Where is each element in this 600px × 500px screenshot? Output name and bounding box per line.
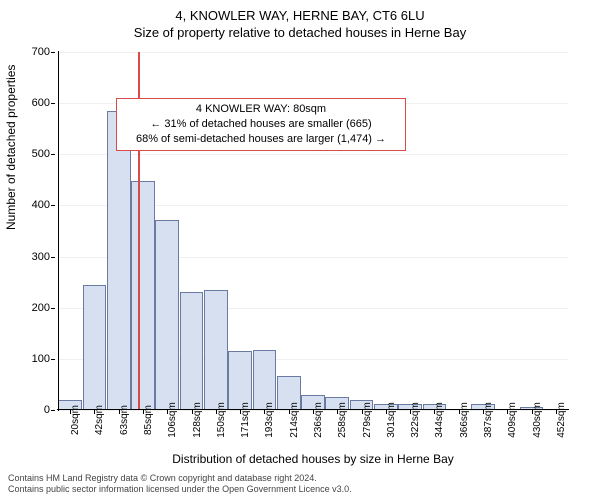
y-tick-label: 100: [32, 353, 50, 365]
x-tick-label: 258sqm: [337, 402, 348, 438]
y-tick-label: 300: [32, 251, 50, 263]
y-tick-mark: [51, 205, 55, 206]
histogram-bar: [131, 181, 155, 410]
histogram-bar: [204, 290, 228, 410]
y-tick-label: 500: [32, 148, 50, 160]
x-axis-label: Distribution of detached houses by size …: [58, 452, 568, 466]
title-subtitle: Size of property relative to detached ho…: [0, 23, 600, 40]
x-tick-label: 322sqm: [410, 402, 421, 438]
footer-line1: Contains HM Land Registry data © Crown c…: [8, 473, 352, 485]
gridline: [58, 154, 568, 155]
footer-credits: Contains HM Land Registry data © Crown c…: [8, 473, 352, 496]
x-tick-label: 63sqm: [119, 405, 130, 435]
y-axis: 0100200300400500600700: [0, 52, 58, 410]
y-tick-label: 0: [44, 404, 50, 416]
annotation-line2: ← 31% of detached houses are smaller (66…: [125, 117, 397, 132]
x-tick-label: 430sqm: [532, 402, 543, 438]
y-tick-label: 200: [32, 302, 50, 314]
x-tick-label: 409sqm: [507, 402, 518, 438]
x-tick-label: 150sqm: [216, 402, 227, 438]
x-tick-label: 279sqm: [362, 402, 373, 438]
y-tick-mark: [51, 257, 55, 258]
y-tick-mark: [51, 52, 55, 53]
y-tick-mark: [51, 359, 55, 360]
x-tick-label: 128sqm: [192, 402, 203, 438]
x-tick-label: 20sqm: [70, 405, 81, 435]
x-tick-label: 193sqm: [264, 402, 275, 438]
histogram-bar: [228, 351, 252, 410]
x-tick-label: 387sqm: [483, 402, 494, 438]
annotation-box: 4 KNOWLER WAY: 80sqm ← 31% of detached h…: [116, 98, 406, 151]
histogram-bar: [155, 220, 179, 410]
y-tick-mark: [51, 103, 55, 104]
y-tick-label: 400: [32, 199, 50, 211]
histogram-bar: [107, 111, 131, 410]
x-tick-label: 236sqm: [313, 402, 324, 438]
x-tick-label: 452sqm: [556, 402, 567, 438]
histogram-bar: [180, 292, 204, 410]
x-tick-label: 344sqm: [434, 402, 445, 438]
footer-line2: Contains public sector information licen…: [8, 484, 352, 496]
x-tick-label: 366sqm: [459, 402, 470, 438]
x-tick-label: 171sqm: [240, 402, 251, 438]
histogram-bar: [253, 350, 277, 410]
x-tick-label: 214sqm: [289, 402, 300, 438]
x-tick-label: 42sqm: [94, 405, 105, 435]
annotation-line3: 68% of semi-detached houses are larger (…: [125, 132, 397, 147]
x-tick-label: 301sqm: [386, 402, 397, 438]
y-tick-mark: [51, 154, 55, 155]
title-address: 4, KNOWLER WAY, HERNE BAY, CT6 6LU: [0, 0, 600, 23]
gridline: [58, 52, 568, 53]
y-tick-label: 700: [32, 46, 50, 58]
histogram-bar: [83, 285, 107, 410]
axis-line-left: [58, 51, 59, 411]
y-tick-mark: [51, 410, 55, 411]
annotation-line1: 4 KNOWLER WAY: 80sqm: [125, 102, 397, 117]
chart-container: 4, KNOWLER WAY, HERNE BAY, CT6 6LU Size …: [0, 0, 600, 500]
y-tick-label: 600: [32, 97, 50, 109]
x-tick-label: 106sqm: [167, 402, 178, 438]
x-tick-label: 85sqm: [143, 405, 154, 435]
y-tick-mark: [51, 308, 55, 309]
